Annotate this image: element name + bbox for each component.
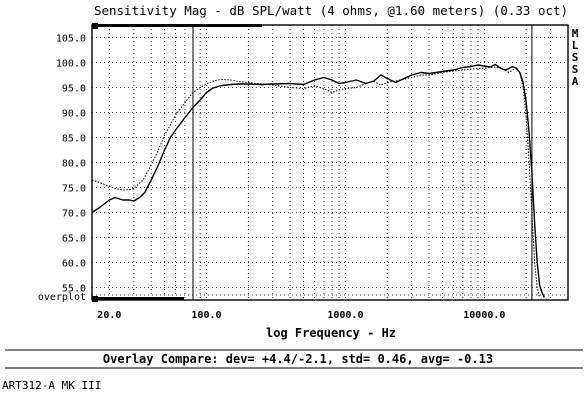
overlay-compare-text: Overlay Compare: dev= +4.4/-2.1, std= 0.… [103,352,493,366]
series-line-dotted [91,66,541,298]
x-tick-label: 10000.0 [463,310,505,321]
y-axis-ticks: 105.0 100.0 95.0 90.0 85.0 80.0 75.0 70.0 65.0 60… [56,34,86,295]
y-tick-label: 100.0 [56,59,86,70]
y-tick-label: 55.0 [62,284,86,295]
side-label-2: L [572,39,579,52]
chart-title: Sensitivity Mag - dB SPL/watt (4 ohms, @… [94,3,568,18]
series-line-solid [91,63,545,298]
side-label-5: A [572,75,579,88]
top-left-marker [92,23,98,29]
x-tick-label: 20.0 [97,310,121,321]
y-tick-label: 105.0 [56,34,86,45]
y-tick-label: 80.0 [62,159,86,170]
y-tick-label: 60.0 [62,259,86,270]
bottom-scroll-bar [98,297,184,300]
side-label-3: S [572,51,579,64]
y-tick-label: 70.0 [62,209,86,220]
model-label: ART312-A MK III [2,379,101,392]
side-label-4: S [572,63,579,76]
top-scroll-bar [98,24,262,27]
marker-lines [192,25,533,300]
bottom-row-label: overplot [38,292,86,303]
x-tick-label: 1000.0 [327,310,363,321]
x-axis-label: log Frequency - Hz [266,326,396,340]
y-tick-label: 95.0 [62,84,86,95]
y-tick-label: 85.0 [62,134,86,145]
y-tick-label: 90.0 [62,109,86,120]
x-tick-label: 100.0 [191,310,221,321]
bottom-left-marker [92,296,98,302]
grid [92,25,569,300]
y-tick-label: 65.0 [62,234,86,245]
side-label-1: M [572,27,579,40]
x-axis-ticks: 20.0 100.0 1000.0 10000.0 [97,310,505,321]
y-tick-label: 75.0 [62,184,86,195]
series-lines [91,63,545,298]
